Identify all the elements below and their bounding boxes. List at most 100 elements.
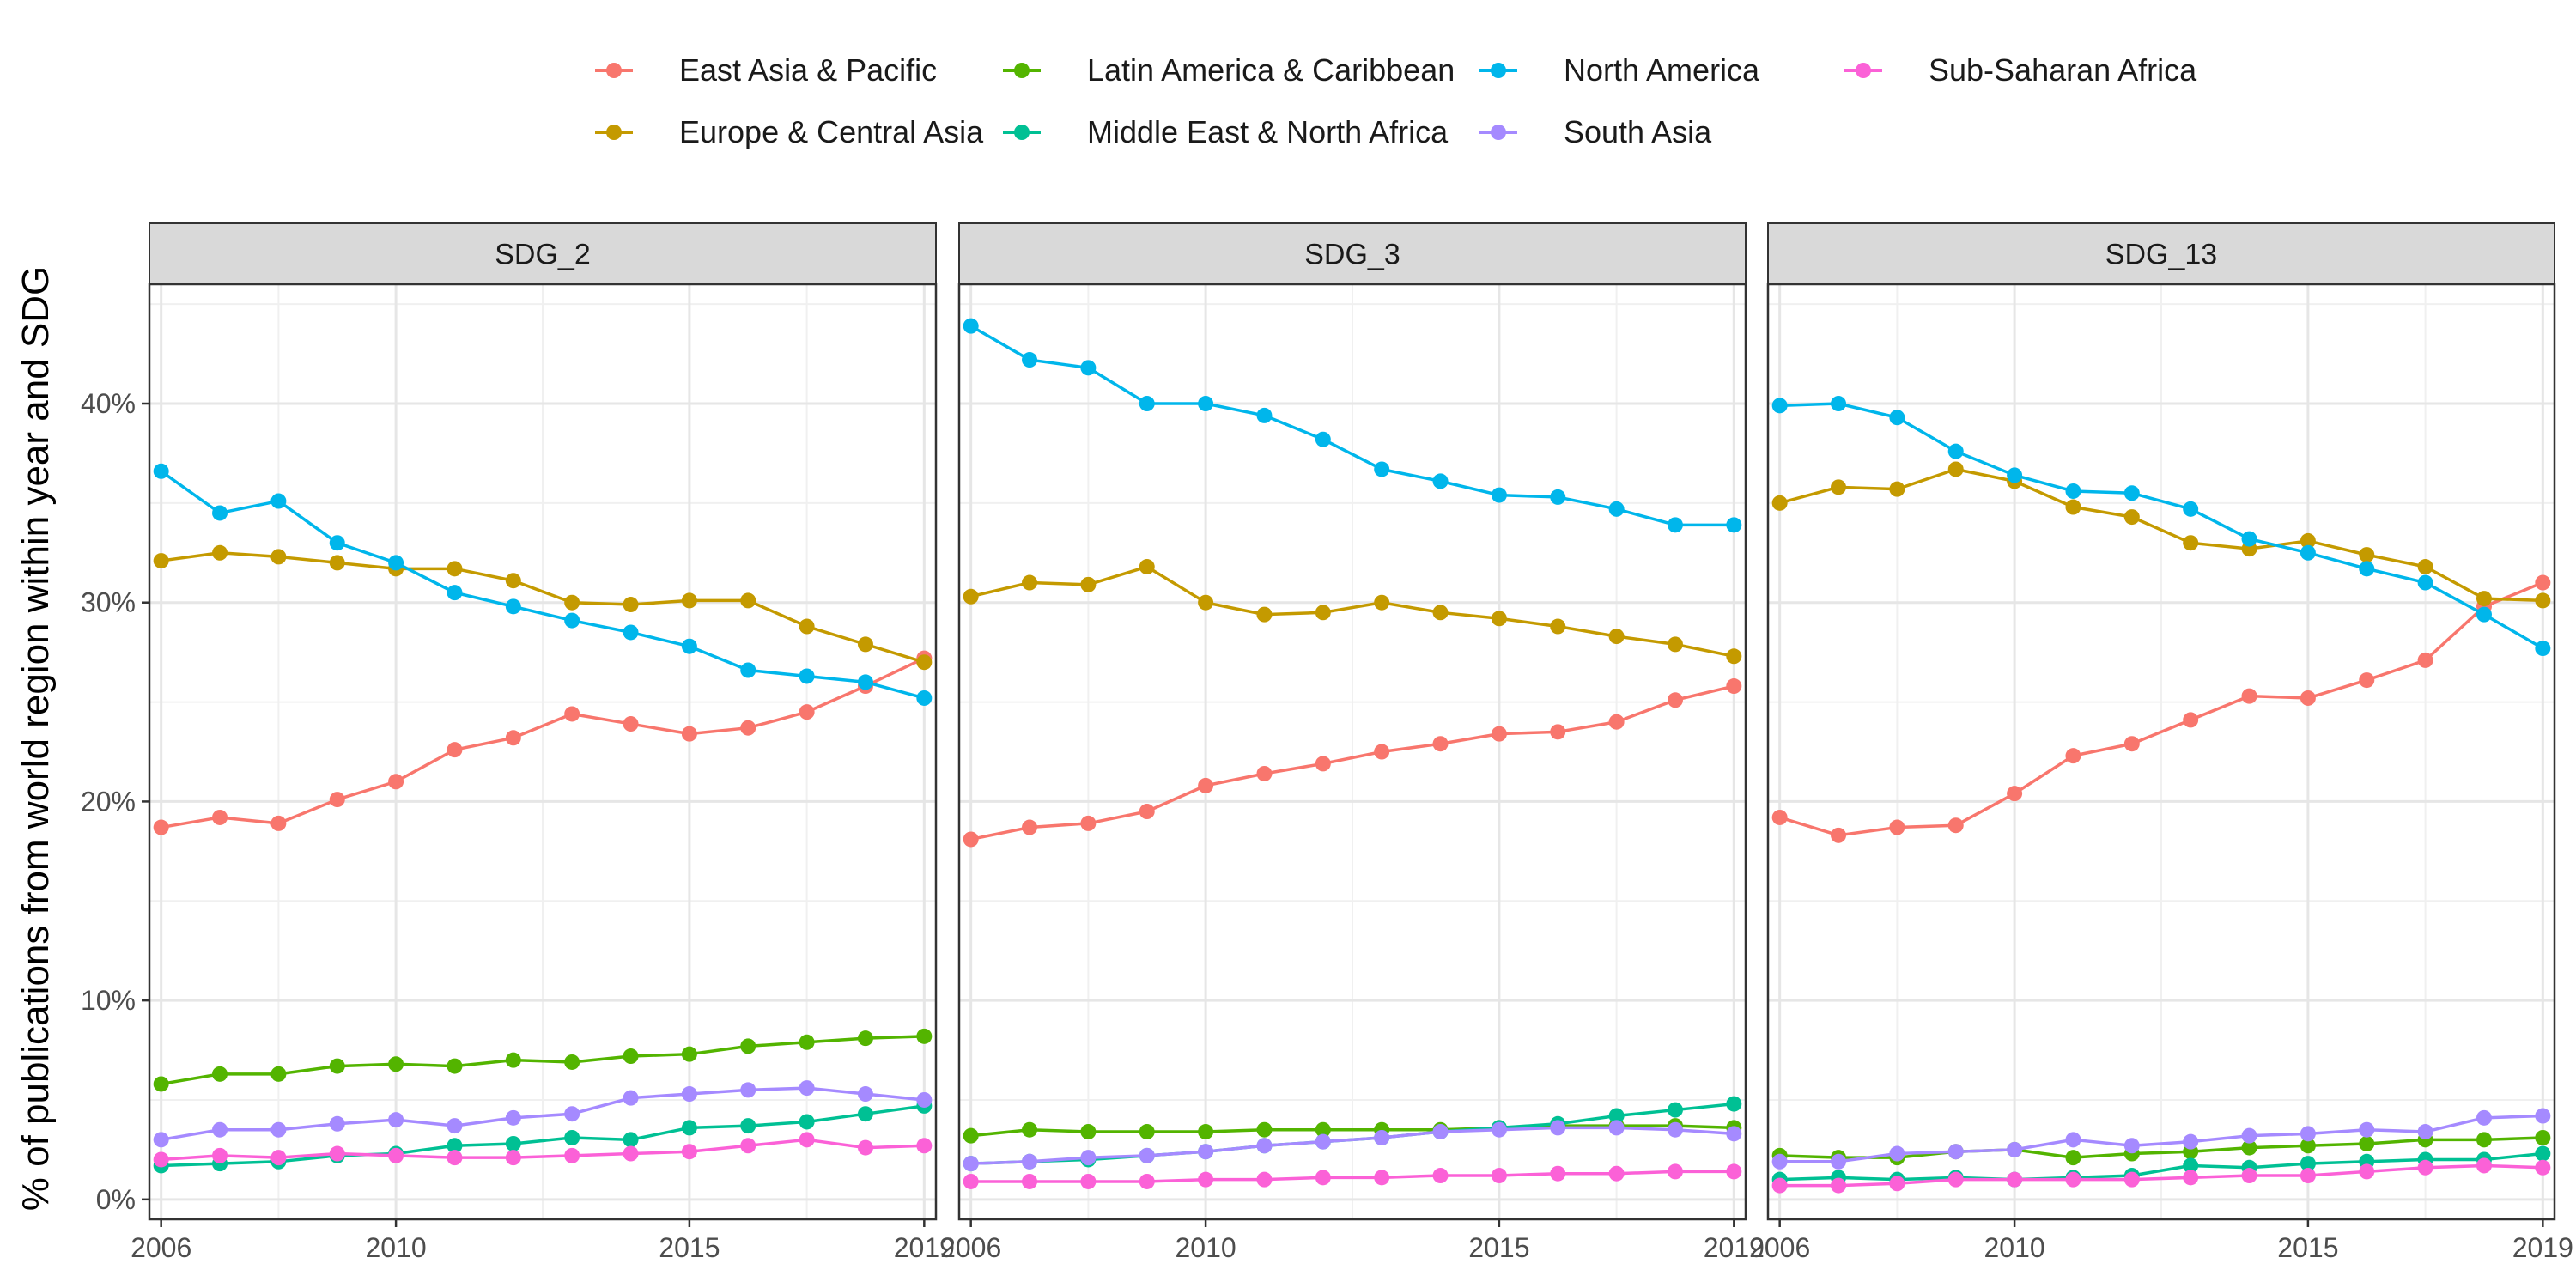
data-point bbox=[963, 831, 979, 848]
data-point bbox=[1771, 809, 1788, 825]
x-axis: 2006 2010 2015 2019 bbox=[940, 1219, 1765, 1263]
data-point bbox=[681, 726, 697, 742]
data-point bbox=[153, 1076, 169, 1092]
data-point bbox=[1315, 431, 1331, 447]
data-point bbox=[1139, 1173, 1155, 1189]
legend-key-point bbox=[1014, 125, 1030, 140]
legend-label: Europe & Central Asia bbox=[679, 114, 984, 149]
legend-item-sub-saharan-africa: Sub-Saharan Africa bbox=[1844, 52, 2197, 88]
data-point bbox=[1139, 396, 1155, 412]
data-point bbox=[916, 690, 933, 706]
data-point bbox=[329, 1145, 345, 1162]
data-point bbox=[270, 493, 287, 509]
data-point bbox=[681, 1144, 697, 1160]
data-point bbox=[2535, 574, 2551, 591]
x-tick-label: 2015 bbox=[659, 1232, 720, 1263]
data-point bbox=[740, 1038, 756, 1054]
data-point bbox=[329, 1058, 345, 1074]
data-point bbox=[1667, 1102, 1683, 1118]
data-point bbox=[2123, 485, 2140, 501]
data-point bbox=[2241, 1127, 2257, 1144]
data-point bbox=[1667, 517, 1683, 533]
data-point bbox=[2183, 1157, 2199, 1174]
data-point bbox=[1374, 461, 1390, 477]
legend: East Asia & Pacific Europe & Central Asia… bbox=[595, 52, 2197, 149]
data-point bbox=[1139, 1147, 1155, 1163]
data-point bbox=[1491, 1121, 1507, 1138]
data-point bbox=[2300, 1138, 2316, 1154]
data-point bbox=[1198, 1171, 1214, 1188]
data-point bbox=[1831, 479, 1847, 495]
data-point bbox=[1667, 692, 1683, 708]
data-point bbox=[2065, 499, 2081, 515]
legend-label: Sub-Saharan Africa bbox=[1929, 52, 2197, 88]
data-point bbox=[1608, 501, 1625, 517]
data-point bbox=[1947, 443, 1964, 459]
data-point bbox=[1256, 407, 1273, 423]
panel-sdg-2: SDG_2 2006 2010 2015 2019 0% 10% 20% 30% 40% bbox=[81, 222, 955, 1263]
series-south-asia bbox=[963, 1120, 1742, 1172]
data-point bbox=[857, 636, 873, 653]
x-axis: 2006 2010 2015 2019 bbox=[131, 1219, 955, 1263]
data-point bbox=[564, 1130, 580, 1146]
data-point bbox=[564, 594, 580, 611]
data-point bbox=[2007, 1171, 2023, 1188]
data-point bbox=[1726, 1096, 1742, 1112]
data-point bbox=[329, 555, 345, 571]
data-point bbox=[799, 1132, 815, 1148]
data-point bbox=[623, 1145, 639, 1162]
data-point bbox=[212, 1121, 228, 1138]
series-line bbox=[970, 565, 1735, 658]
legend-item-south-asia: South Asia bbox=[1479, 114, 1712, 149]
data-point bbox=[2183, 501, 2199, 517]
data-point bbox=[681, 592, 697, 609]
series-north-america bbox=[963, 318, 1742, 533]
data-point bbox=[1947, 1144, 1964, 1160]
series-line bbox=[161, 1035, 925, 1086]
data-point bbox=[1256, 1171, 1273, 1188]
data-point bbox=[1022, 1153, 1038, 1170]
y-axis: 0% 10% 20% 30% 40% bbox=[81, 388, 149, 1215]
data-point bbox=[1771, 1177, 1788, 1194]
data-point bbox=[1198, 1144, 1214, 1160]
panel-title: SDG_3 bbox=[1304, 239, 1400, 271]
series-east-asia-pacific bbox=[963, 678, 1742, 848]
data-point bbox=[1608, 629, 1625, 645]
data-point bbox=[1022, 1121, 1038, 1138]
data-point bbox=[1726, 1163, 1742, 1180]
data-point bbox=[1315, 1133, 1331, 1150]
series-europe-central-asia bbox=[1771, 461, 2551, 609]
data-point bbox=[1667, 1121, 1683, 1138]
data-point bbox=[212, 505, 228, 521]
data-point bbox=[1315, 1170, 1331, 1186]
data-point bbox=[799, 1114, 815, 1130]
x-tick-label: 2019 bbox=[2512, 1232, 2573, 1263]
data-point bbox=[1198, 1124, 1214, 1140]
data-point bbox=[505, 1135, 521, 1151]
data-point bbox=[1889, 410, 1905, 426]
data-point bbox=[2359, 1121, 2375, 1138]
data-point bbox=[153, 553, 169, 569]
data-point bbox=[1198, 396, 1214, 412]
data-point bbox=[1491, 1168, 1507, 1184]
data-point bbox=[2535, 592, 2551, 609]
legend-item-north-america: North America bbox=[1479, 52, 1760, 88]
data-point bbox=[857, 1106, 873, 1122]
data-point bbox=[153, 463, 169, 479]
data-point bbox=[1726, 678, 1742, 695]
data-point bbox=[2535, 1108, 2551, 1124]
data-point bbox=[1139, 1124, 1155, 1140]
data-point bbox=[2065, 483, 2081, 499]
data-point bbox=[1374, 1130, 1390, 1146]
data-point bbox=[916, 1138, 933, 1154]
series-line bbox=[969, 325, 1735, 527]
data-point bbox=[505, 730, 521, 746]
series-line bbox=[1779, 1114, 2543, 1163]
data-point bbox=[963, 1127, 979, 1144]
x-tick-label: 2015 bbox=[2277, 1232, 2338, 1263]
data-point bbox=[1889, 481, 1905, 497]
data-point bbox=[681, 1086, 697, 1103]
panel-strip bbox=[1767, 222, 2555, 285]
series-line bbox=[1779, 1136, 2543, 1159]
